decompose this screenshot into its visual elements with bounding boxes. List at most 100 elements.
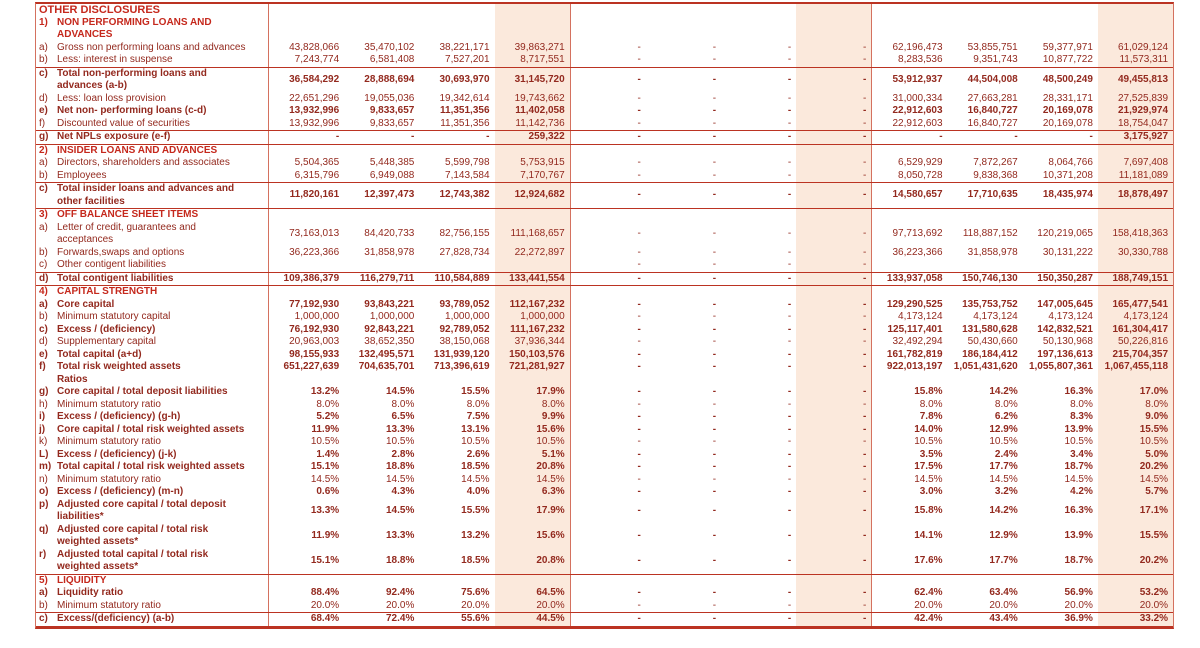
row-letter: b) xyxy=(39,246,48,258)
value-cell: 14.5% xyxy=(914,473,943,485)
table-row: d) Less: loan loss provision 22,651,296 19,… xyxy=(36,92,1174,105)
row-letter: d) xyxy=(39,336,48,347)
value-cell: 20.0% xyxy=(1097,599,1174,612)
value-cell: - xyxy=(712,54,717,65)
value-cell: 19,743,662 xyxy=(494,92,571,105)
value-cell: 10.5% xyxy=(989,436,1018,447)
row-label: a) Letter of credit, guarantees and accep… xyxy=(36,221,269,247)
value-cell: - xyxy=(637,599,641,611)
row-label-text: Total non-performing loans and advances … xyxy=(57,67,207,92)
value-cell: 15.8% xyxy=(914,504,943,516)
value-cell: 27,828,734 xyxy=(439,246,490,258)
table-row: d) Supplementary capital 20,963,003 38,652,… xyxy=(36,336,1174,349)
value-cell xyxy=(948,17,1023,42)
value-cell: 8,717,551 xyxy=(494,54,571,67)
subheading-row: Ratios xyxy=(36,373,1174,387)
value-cell: 6,949,088 xyxy=(369,169,415,181)
value-cell: 7,872,267 xyxy=(973,157,1018,168)
value-cell: 14.5% xyxy=(494,473,571,486)
value-cell xyxy=(344,17,419,42)
value-cell: 15.6% xyxy=(494,523,571,549)
value-cell: 18.7% xyxy=(1064,554,1093,566)
value-cell: - xyxy=(486,131,490,142)
value-cell: 17.9% xyxy=(494,498,571,524)
value-cell: 17.0% xyxy=(1097,386,1174,399)
row-label: OTHER DISCLOSURES xyxy=(36,4,269,17)
value-cell: 59,377,971 xyxy=(1042,41,1093,53)
value-cell: - xyxy=(787,554,792,566)
value-cell xyxy=(646,209,721,222)
row-label: m) Total capital / total risk weighted as… xyxy=(36,461,269,474)
value-cell: 38,221,171 xyxy=(439,41,490,53)
value-cell: 14,580,657 xyxy=(892,189,943,201)
value-cell: 133,441,554 xyxy=(494,272,571,285)
value-cell: - xyxy=(637,423,641,435)
value-cell: - xyxy=(712,398,717,410)
row-letter xyxy=(39,374,57,387)
value-cell xyxy=(571,286,646,299)
value-cell xyxy=(1023,575,1098,588)
value-cell: 3,175,927 xyxy=(1097,131,1174,144)
value-cell: - xyxy=(787,386,792,397)
value-cell: 131,580,628 xyxy=(962,323,1018,335)
row-label: 5) LIQUIDITY xyxy=(36,574,269,587)
table-row: g) Core capital / total deposit liabiliti… xyxy=(36,386,1174,399)
row-label-text: Net NPLs exposure (e-f) xyxy=(57,131,171,142)
row-letter: c) xyxy=(39,323,48,335)
table-row: e) Net non- performing loans (c-d) 13,932,… xyxy=(36,105,1174,118)
value-cell xyxy=(1097,209,1174,222)
value-cell: - xyxy=(787,189,792,201)
value-cell: 15.1% xyxy=(310,461,340,472)
value-cell: 131,939,120 xyxy=(433,348,490,360)
value-cell xyxy=(646,145,721,158)
value-cell: - xyxy=(796,169,873,182)
value-cell: 72.4% xyxy=(385,613,415,624)
value-cell: 35,470,102 xyxy=(364,41,415,53)
value-cell: - xyxy=(712,246,717,258)
value-cell: - xyxy=(787,504,792,516)
value-cell: 77,192,930 xyxy=(289,298,340,310)
value-cell xyxy=(494,209,571,222)
value-cell: 4.3% xyxy=(391,486,415,497)
row-letter: c) xyxy=(39,183,48,194)
row-letter: k) xyxy=(39,436,48,447)
value-cell: 2.6% xyxy=(466,448,490,460)
row-label: Ratios xyxy=(36,373,269,387)
row-letter: a) xyxy=(39,221,48,233)
value-cell xyxy=(721,575,796,588)
value-cell: 4,173,124 xyxy=(898,311,943,322)
value-cell: 6,315,796 xyxy=(294,169,340,181)
row-label-text: Core capital / total risk weighted asset… xyxy=(57,423,245,435)
value-cell: 9,838,368 xyxy=(973,169,1018,181)
value-cell: - xyxy=(712,473,717,485)
value-cell: - xyxy=(787,246,792,258)
value-cell: 2.8% xyxy=(391,448,415,460)
value-cell xyxy=(646,575,721,588)
value-cell: 8.0% xyxy=(919,398,943,410)
value-cell: 62.4% xyxy=(914,587,943,598)
value-cell: 14.2% xyxy=(989,504,1018,516)
value-cell: - xyxy=(712,92,717,104)
row-label: 2) INSIDER LOANS AND ADVANCES xyxy=(36,144,269,157)
value-cell: 12.9% xyxy=(989,423,1018,435)
value-cell xyxy=(646,374,721,387)
row-label-text: Excess / (deficiency) (m-n) xyxy=(57,486,184,497)
value-cell: - xyxy=(712,587,717,598)
row-label-text: Letter of credit, guarantees and accepta… xyxy=(57,221,196,246)
value-cell: 50,430,660 xyxy=(967,336,1018,347)
table-row: a) Liquidity ratio 88.4% 92.4% 75.6% 64.5% - - -… xyxy=(36,587,1174,600)
value-cell: 17.7% xyxy=(989,554,1018,566)
value-cell: 116,279,711 xyxy=(359,272,415,284)
value-cell: - xyxy=(712,117,717,129)
value-cell xyxy=(1023,4,1098,17)
value-cell: 165,477,541 xyxy=(1097,298,1174,311)
value-cell: - xyxy=(637,169,641,181)
row-label: c) Excess/(deficiency) (a-b) xyxy=(36,613,269,626)
row-letter: c) xyxy=(39,67,48,79)
value-cell xyxy=(796,209,873,222)
row-label: b) Minimum statutory ratio xyxy=(36,599,269,612)
value-cell: - xyxy=(796,587,873,600)
value-cell: 20.0% xyxy=(310,599,340,611)
value-cell: 10.5% xyxy=(310,436,340,447)
value-cell xyxy=(646,286,721,299)
